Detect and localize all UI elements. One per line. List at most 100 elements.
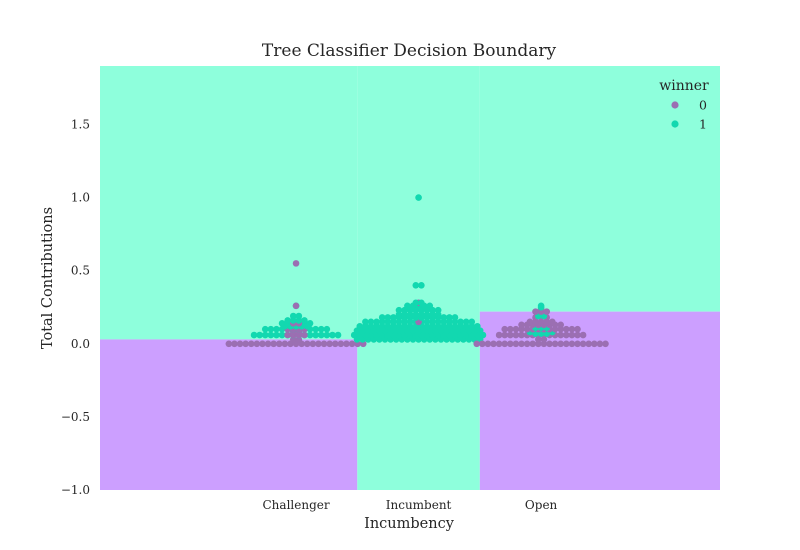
point-challenger-winner-1: [306, 320, 314, 327]
point-challenger-winner-1: [250, 331, 258, 339]
point-incumbent-winner-1: [468, 318, 476, 326]
y-axis-label: Total Contributions: [40, 207, 56, 349]
point-incumbent-winner-1: [474, 322, 481, 330]
point-incumbent-winner-1: [415, 194, 422, 201]
point-incumbent-winner-1: [362, 318, 369, 326]
point-challenger-winner-1: [317, 325, 325, 333]
point-challenger-winner-0: [343, 340, 350, 348]
point-challenger-winner-1: [295, 312, 303, 320]
point-open-winner-0: [490, 340, 497, 348]
point-incumbent-winner-1: [446, 314, 453, 321]
point-open-winner-1: [537, 302, 545, 310]
point-challenger-winner-0: [284, 331, 291, 339]
point-challenger-winner-0: [331, 340, 339, 348]
x-axis-ticks: Challenger Incumbent Open: [263, 498, 558, 512]
point-incumbent-winner-1: [356, 322, 364, 330]
point-challenger-winner-1: [306, 331, 314, 339]
point-challenger-winner-1: [334, 331, 342, 339]
point-incumbent-winner-1: [367, 318, 375, 326]
point-challenger-winner-1: [323, 331, 331, 339]
point-open-winner-0: [591, 340, 598, 348]
point-challenger-winner-0: [348, 340, 356, 348]
point-incumbent-winner-1: [457, 318, 464, 326]
point-challenger-winner-1: [329, 331, 336, 339]
point-open-winner-0: [557, 340, 565, 348]
point-open-winner-0: [501, 331, 509, 339]
point-open-winner-0: [563, 340, 570, 348]
region-0-lower: [100, 339, 358, 490]
x-axis-label: Incumbency: [364, 516, 455, 532]
point-open-winner-0: [518, 321, 525, 329]
point-open-winner-0: [568, 325, 576, 333]
point-incumbent-winner-1: [390, 314, 397, 321]
point-incumbent-winner-1: [395, 306, 403, 314]
point-challenger-winner-1: [267, 325, 275, 333]
point-incumbent-winner-1: [412, 282, 420, 289]
point-challenger-winner-1: [312, 325, 319, 333]
chart-title: Tree Classifier Decision Boundary: [262, 41, 557, 61]
x-tick-label: Open: [525, 498, 558, 512]
y-tick-label: −1.0: [61, 483, 90, 497]
decision-regions: [100, 66, 720, 490]
point-challenger-winner-0: [275, 340, 283, 348]
point-challenger-winner-0: [292, 302, 300, 310]
point-challenger-winner-0: [253, 340, 261, 348]
point-challenger-winner-1: [267, 331, 275, 339]
point-challenger-winner-1: [278, 331, 286, 339]
y-tick-label: 1.0: [71, 191, 90, 205]
point-open-winner-0: [512, 340, 520, 348]
point-open-winner-0: [532, 308, 539, 315]
x-tick-label: Incumbent: [386, 498, 452, 512]
point-challenger-winner-1: [301, 317, 308, 324]
point-incumbent-winner-1: [378, 314, 386, 321]
point-open-winner-0: [574, 325, 581, 333]
point-challenger-winner-1: [261, 325, 269, 333]
point-open-winner-0: [512, 325, 520, 333]
point-challenger-winner-1: [312, 331, 319, 339]
point-open-winner-0: [579, 340, 587, 348]
region-1-upper: [357, 66, 480, 490]
region-2-lower: [479, 311, 720, 490]
point-open-winner-0: [518, 331, 525, 339]
point-challenger-winner-0: [225, 340, 233, 348]
point-incumbent-winner-1: [418, 299, 425, 307]
point-open-winner-0: [602, 340, 609, 348]
point-challenger-winner-0: [292, 260, 300, 267]
point-challenger-winner-0: [236, 340, 244, 348]
point-open-winner-0: [546, 340, 553, 348]
legend-marker: [671, 120, 679, 128]
point-open-winner-0: [563, 325, 570, 333]
point-challenger-winner-0: [242, 340, 249, 348]
point-open-winner-0: [501, 340, 509, 348]
point-challenger-winner-0: [264, 340, 272, 348]
point-challenger-winner-1: [284, 317, 291, 324]
legend-title: winner: [659, 78, 709, 94]
point-open-winner-0: [507, 340, 514, 348]
point-open-winner-0: [518, 340, 525, 348]
point-incumbent-winner-1: [434, 306, 442, 314]
point-open-winner-0: [596, 340, 604, 348]
legend-label: 1: [699, 117, 707, 132]
point-open-winner-0: [479, 340, 486, 348]
point-open-winner-0: [563, 331, 570, 339]
y-tick-label: 0.5: [71, 264, 90, 278]
y-tick-label: 0.0: [71, 337, 90, 351]
point-challenger-winner-1: [261, 331, 269, 339]
point-challenger-winner-0: [301, 331, 308, 339]
point-challenger-winner-0: [315, 340, 322, 348]
point-open-winner-0: [579, 331, 587, 339]
point-challenger-winner-0: [270, 340, 277, 348]
point-open-winner-0: [557, 321, 565, 329]
point-open-winner-0: [529, 340, 537, 348]
point-challenger-winner-0: [303, 340, 311, 348]
point-incumbent-winner-1: [373, 318, 380, 326]
point-challenger-winner-1: [273, 331, 280, 339]
point-incumbent-winner-1: [412, 299, 420, 307]
point-open-winner-0: [543, 308, 551, 315]
point-open-winner-0: [484, 340, 492, 348]
point-challenger-winner-0: [337, 340, 345, 348]
point-open-winner-0: [574, 331, 581, 339]
point-open-winner-0: [523, 340, 531, 348]
region-0-upper: [100, 66, 358, 340]
